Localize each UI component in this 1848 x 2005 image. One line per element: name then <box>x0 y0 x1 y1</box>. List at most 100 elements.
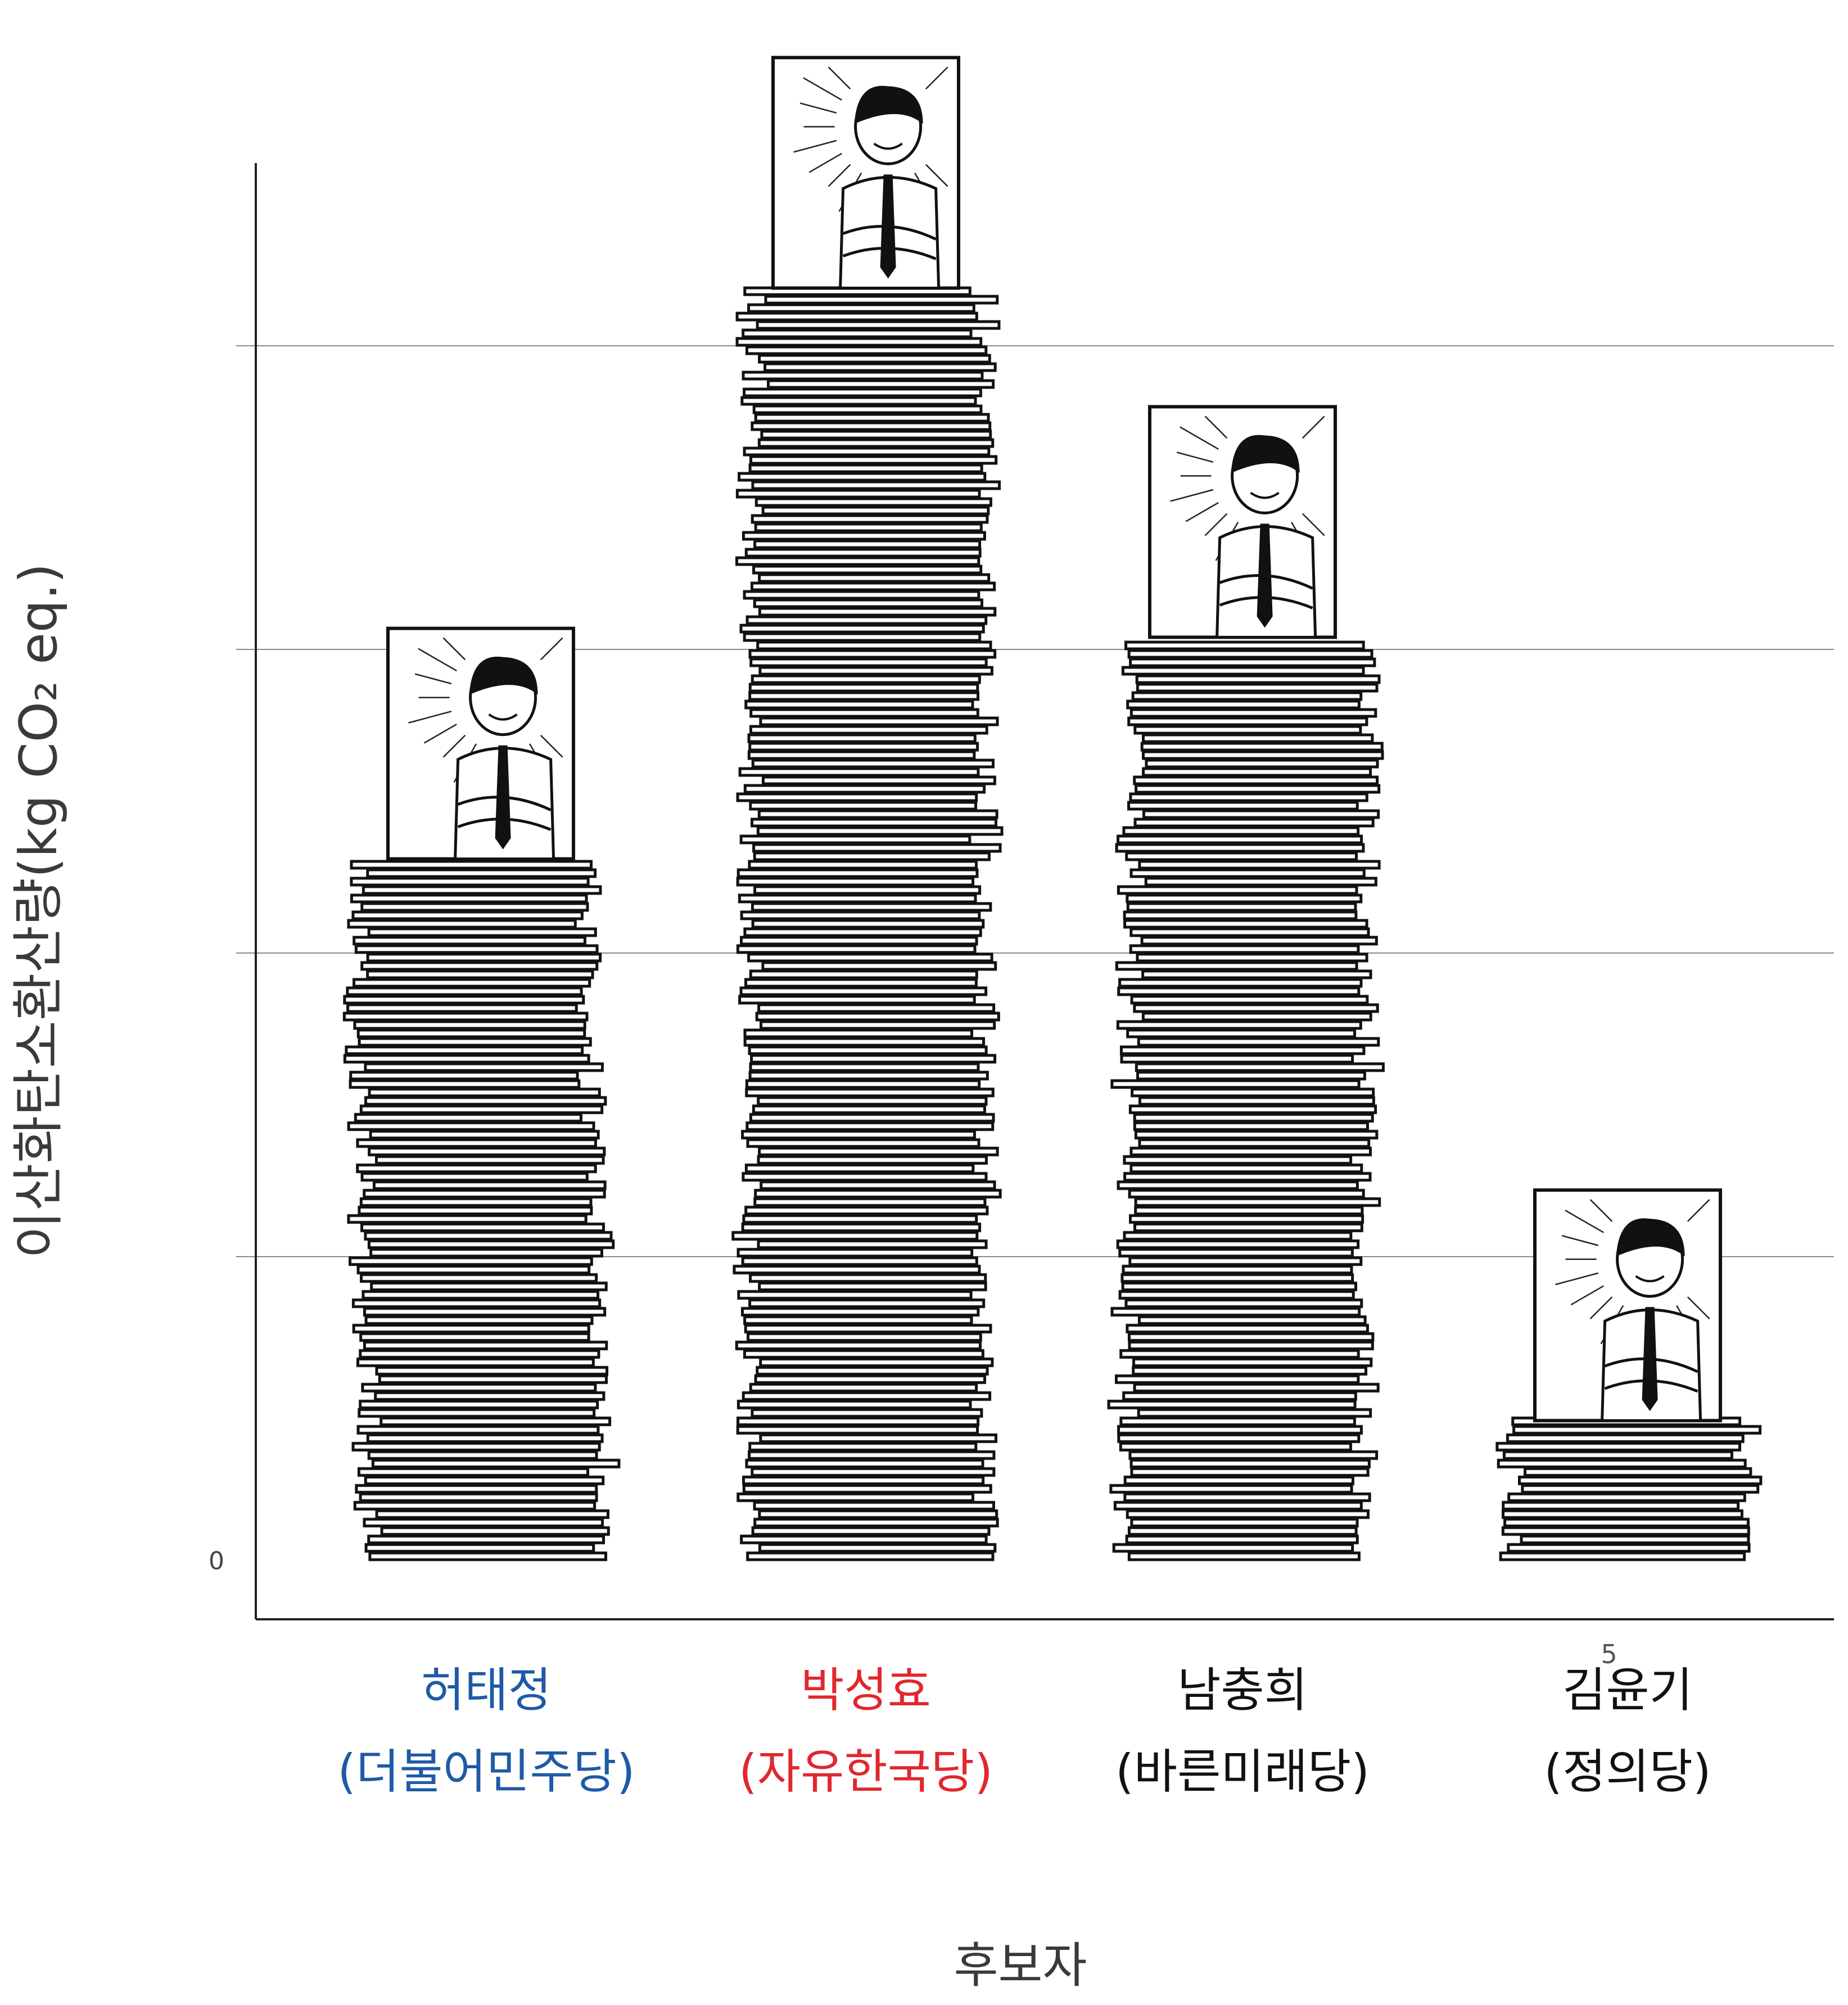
paper-sheet <box>1118 978 1363 988</box>
paper-sheet <box>758 1543 997 1553</box>
paper-sheet <box>353 1501 597 1511</box>
paper-sheet <box>741 1222 982 1232</box>
bar <box>342 626 621 1561</box>
paper-sheet <box>737 1290 973 1300</box>
paper-sheet <box>753 1197 987 1207</box>
category-label-party: (더불어민주당) <box>337 1744 635 1799</box>
paper-sheet <box>1117 1180 1359 1190</box>
paper-sheet <box>757 1096 988 1106</box>
paper-sheet <box>1126 1509 1370 1519</box>
paper-sheet <box>351 1442 601 1452</box>
paper-sheet <box>757 809 998 819</box>
paper-sheet <box>760 430 992 440</box>
paper-sheet <box>1136 683 1379 693</box>
paper-sheet <box>362 1290 599 1300</box>
paper-sheet <box>737 868 979 878</box>
paper-sheet <box>1133 1121 1369 1131</box>
paper-sheet <box>743 1349 984 1359</box>
paper-sheet <box>363 1307 607 1317</box>
paper-sheet <box>360 1172 589 1182</box>
paper-sheet <box>1116 1020 1362 1030</box>
paper-sheet <box>1119 1416 1356 1426</box>
paper-sheet <box>359 1492 598 1502</box>
paper-sheet <box>742 531 986 541</box>
paper-sheet <box>731 1231 979 1241</box>
paper-sheet <box>1127 1526 1358 1536</box>
paper-sheet <box>742 1214 978 1224</box>
paper-sheet <box>757 438 995 448</box>
paper-sheet <box>349 1256 593 1266</box>
paper-sheet <box>378 1374 608 1384</box>
paper-sheet <box>748 691 979 701</box>
paper-sheet <box>738 995 976 1005</box>
paper-sheet <box>750 581 996 591</box>
paper-sheet <box>1524 1467 1752 1477</box>
paper-sheet <box>364 1096 607 1106</box>
paper-sheet <box>751 674 981 684</box>
paper-sheet <box>359 1399 599 1410</box>
paper-sheet <box>744 1205 989 1216</box>
paper-sheet <box>1129 1146 1372 1157</box>
paper-sheet <box>735 556 981 566</box>
paper-sheet <box>1122 826 1360 836</box>
paper-sheet <box>743 387 982 398</box>
paper-sheet <box>736 1425 979 1435</box>
paper-sheet <box>751 919 985 929</box>
paper-sheet <box>356 1028 586 1038</box>
paper-sheet <box>751 1408 983 1418</box>
paper-sheet <box>752 565 983 575</box>
paper-sheet <box>372 1180 607 1190</box>
paper-sheet <box>364 1062 604 1072</box>
paper-sheet <box>1127 716 1368 726</box>
paper-sheet <box>749 708 979 718</box>
paper-sheet <box>736 944 977 954</box>
paper-sheet <box>1121 1281 1358 1291</box>
paper-sheet <box>753 1518 999 1528</box>
paper-sheet <box>754 413 990 423</box>
paper-sheet <box>755 1011 1000 1022</box>
paper-sheet <box>745 1087 995 1098</box>
paper-sheet <box>756 320 1001 330</box>
paper-sheet <box>359 1332 590 1342</box>
category-label-name: 박성효 <box>801 1663 931 1718</box>
bar <box>1107 405 1385 1561</box>
paper-sheet <box>747 733 977 743</box>
paper-sheet <box>733 1265 981 1275</box>
paper-sheet <box>356 1357 595 1367</box>
paper-sheet <box>743 632 982 642</box>
paper-sheet <box>1521 1484 1760 1494</box>
paper-sheet <box>748 1450 996 1460</box>
paper-sheet <box>356 1425 600 1435</box>
paper-sheet <box>1128 1340 1374 1351</box>
paper-sheet <box>757 1003 996 1013</box>
paper-sheet <box>1119 1045 1366 1055</box>
paper-sheet <box>744 548 982 558</box>
paper-sheet <box>1120 1054 1354 1064</box>
paper-sheet <box>371 1458 621 1469</box>
paper-sheet <box>735 489 981 499</box>
paper-sheet <box>347 1214 588 1224</box>
paper-sheet <box>1110 1079 1361 1089</box>
paper-sheet <box>759 1357 994 1367</box>
paper-sheet <box>749 801 978 811</box>
paper-sheet <box>1502 1450 1733 1460</box>
paper-sheet <box>1138 860 1381 870</box>
paper-sheet <box>350 860 593 870</box>
paper-sheet <box>1123 1155 1353 1165</box>
paper-sheet <box>1497 1458 1747 1469</box>
paper-sheet <box>346 986 583 996</box>
paper-sheet <box>758 1281 987 1291</box>
paper-sheet <box>1512 1425 1762 1435</box>
paper-sheet <box>1127 649 1373 659</box>
paper-sheet <box>1107 1399 1357 1410</box>
paper-sheet <box>1123 1231 1353 1241</box>
paper-sheet <box>737 1492 974 1502</box>
paper-sheet <box>349 1071 579 1081</box>
paper-sheet <box>1132 1357 1373 1367</box>
paper-sheet <box>743 784 986 794</box>
paper-sheet <box>1506 1433 1745 1443</box>
paper-sheet <box>368 1146 606 1157</box>
paper-sheet <box>758 1146 999 1157</box>
candidate-portrait <box>386 626 575 861</box>
paper-sheet <box>357 1467 589 1477</box>
